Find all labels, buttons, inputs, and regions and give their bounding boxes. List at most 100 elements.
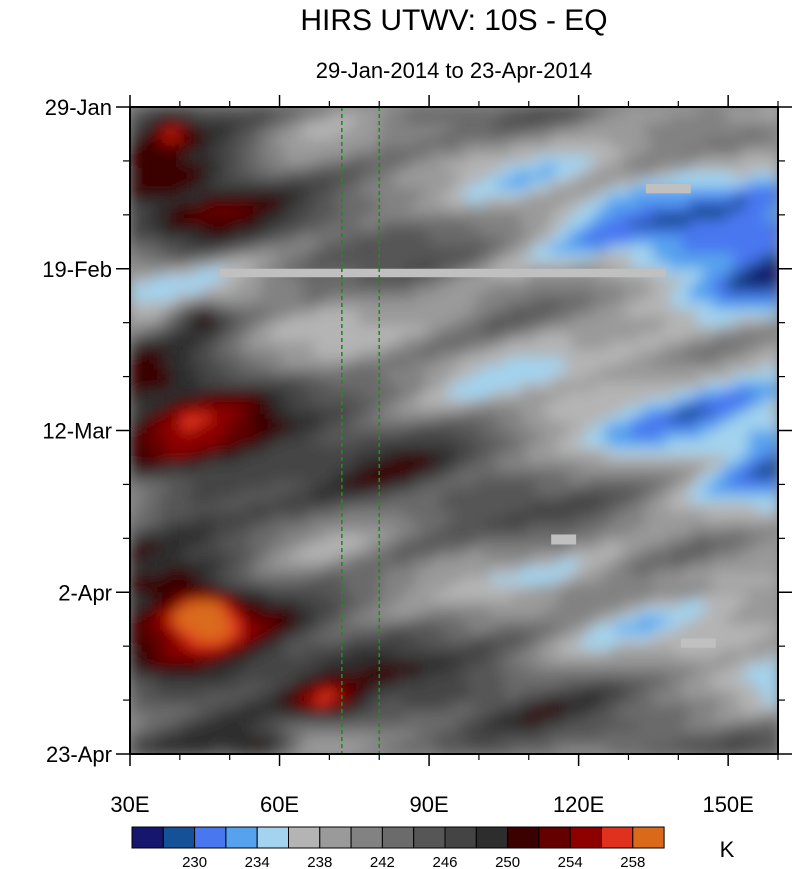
field-cell [387,406,396,415]
field-cell [454,398,462,407]
field-cell [601,107,610,116]
field-cell [196,390,205,399]
field-cell [152,155,161,165]
field-cell [314,559,323,569]
field-cell [144,462,153,472]
field-cell [284,495,293,504]
field-cell [409,195,418,205]
field-cell [616,373,624,383]
field-cell [358,284,367,294]
field-cell [144,147,153,157]
field-cell [593,381,602,391]
field-cell [409,527,418,537]
field-cell [152,284,161,294]
field-cell [365,244,374,254]
field-cell [144,123,153,132]
field-cell [490,559,499,569]
field-cell [373,462,381,472]
field-cell [387,325,396,335]
field-cell [424,155,433,165]
field-cell [593,454,602,464]
field-cell [380,543,389,553]
field-cell [380,487,389,496]
field-cell [697,357,705,367]
field-cell [387,317,396,326]
field-cell [454,341,462,351]
field-cell [527,204,536,213]
field-cell [505,479,514,488]
field-cell [719,406,728,415]
field-cell [343,276,352,286]
field-cell [476,187,485,197]
field-cell [571,276,580,286]
field-cell [755,147,764,157]
field-cell [387,535,396,545]
field-cell [733,195,742,205]
field-cell [454,414,462,424]
field-cell [152,503,161,512]
field-cell [211,381,219,391]
field-cell [218,519,227,529]
field-cell [564,462,573,472]
field-cell [748,147,757,157]
field-cell [520,309,529,318]
field-cell [240,333,249,343]
field-cell [343,139,352,149]
field-cell [682,163,691,173]
field-cell [321,179,330,189]
field-cell [306,317,315,326]
field-cell [373,430,381,440]
field-cell [417,357,426,367]
field-cell [130,519,138,529]
field-cell [240,438,249,448]
field-cell [218,559,227,569]
field-cell [476,163,485,173]
field-cell [424,406,433,415]
field-cell [755,381,764,391]
field-cell [402,341,411,351]
field-cell [247,155,256,165]
field-cell [321,309,330,318]
field-cell [564,398,573,407]
field-cell [328,147,337,157]
field-cell [336,470,345,480]
field-cell [328,195,337,205]
field-cell [697,470,705,480]
field-cell [174,414,183,424]
field-cell [321,438,330,448]
field-cell [380,301,389,310]
field-cell [542,333,551,343]
field-cell [203,454,212,464]
field-cell [262,446,271,456]
field-cell [365,212,374,221]
field-cell [299,147,308,157]
field-cell [697,519,705,529]
field-cell [203,293,212,302]
field-cell [660,430,669,440]
field-cell [417,147,426,157]
field-cell [343,438,352,448]
field-cell [461,179,470,189]
field-cell [726,543,735,553]
field-cell [424,462,433,472]
field-cell [697,317,705,326]
field-cell [409,398,418,407]
field-cell [557,228,566,237]
field-cell [269,503,278,512]
field-cell [417,535,426,545]
field-cell [233,430,242,440]
field-cell [616,446,624,456]
field-cell [674,503,683,512]
field-contours [130,107,778,754]
field-cell [476,204,485,213]
field-cell [203,179,212,189]
field-cell [196,551,205,561]
field-cell [549,398,558,407]
field-cell [373,454,381,464]
field-cell [269,406,278,415]
field-cell [306,454,315,464]
field-cell [343,195,352,205]
field-cell [417,446,426,456]
field-cell [255,527,264,537]
field-cell [152,551,161,561]
